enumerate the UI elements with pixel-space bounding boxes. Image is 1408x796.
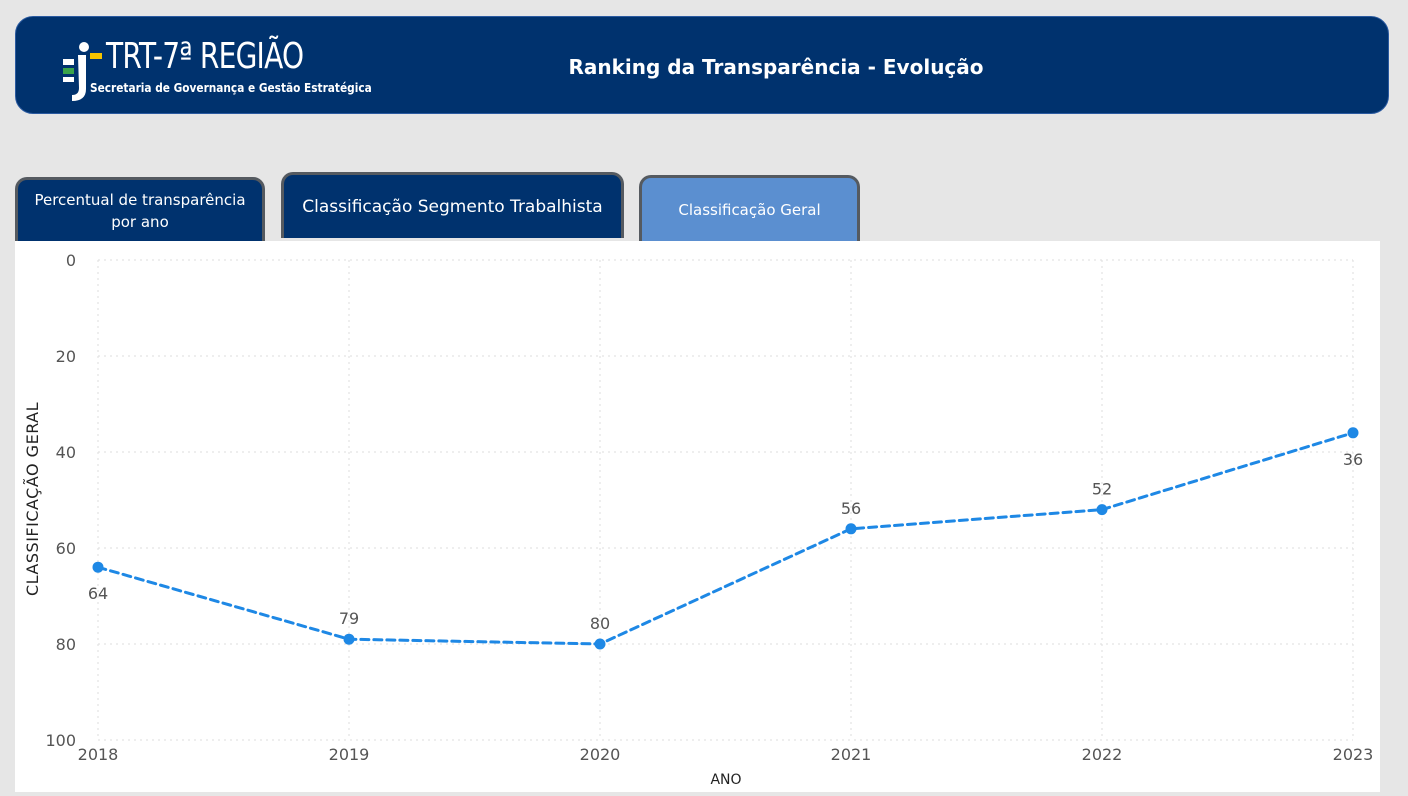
data-labels: 64 79 80 56 52 36 [88, 450, 1363, 633]
y-tick-label: 80 [56, 635, 76, 654]
y-tick-label: 40 [56, 443, 76, 462]
series-line [96, 431, 1355, 646]
y-tick-label: 100 [45, 731, 76, 750]
chart-panel: 0 20 40 60 80 100 2018 2019 2020 2021 2022 2023 64… [15, 241, 1380, 792]
x-tick-label: 2019 [329, 745, 370, 764]
y-axis-label: CLASSIFICAÇÃO GERAL [23, 402, 42, 596]
grid [97, 259, 1354, 741]
logo-subtitle: Secretaria de Governança e Gestão Estrat… [90, 81, 372, 95]
logo-title: TRT-7ª REGIÃO [106, 36, 304, 77]
tab-label: Percentual de transparência por ano [34, 190, 246, 231]
x-tick-label: 2020 [580, 745, 621, 764]
tab-percentual-transparencia[interactable]: Percentual de transparência por ano [15, 177, 265, 241]
tab-label: Classificação Segmento Trabalhista [302, 196, 603, 217]
series-points [92, 427, 1359, 650]
tab-classificacao-segmento[interactable]: Classificação Segmento Trabalhista [281, 172, 624, 238]
data-point[interactable] [1347, 427, 1359, 439]
data-label: 52 [1092, 480, 1112, 499]
data-label: 80 [590, 614, 610, 633]
tab-label: Classificação Geral [678, 200, 821, 219]
x-tick-label: 2018 [78, 745, 119, 764]
x-tick-label: 2022 [1082, 745, 1123, 764]
y-tick-label: 60 [56, 539, 76, 558]
data-point[interactable] [1096, 504, 1108, 516]
data-label: 79 [339, 609, 359, 628]
data-label: 64 [88, 584, 108, 603]
data-point[interactable] [92, 561, 104, 573]
line-chart: 0 20 40 60 80 100 2018 2019 2020 2021 2022 2023 64… [23, 251, 1374, 788]
trt-person-logo-icon [63, 42, 102, 101]
report-header: TRT-7ª REGIÃO Secretaria de Governança e… [15, 16, 1389, 114]
page-title: Ranking da Transparência - Evolução [568, 55, 984, 79]
data-label: 36 [1343, 450, 1363, 469]
data-label: 56 [841, 499, 861, 518]
y-axis-ticks: 0 20 40 60 80 100 [45, 251, 76, 750]
x-axis-ticks: 2018 2019 2020 2021 2022 2023 [78, 745, 1374, 764]
tab-classificacao-geral[interactable]: Classificação Geral [639, 175, 860, 241]
data-point[interactable] [594, 638, 606, 650]
x-tick-label: 2021 [831, 745, 872, 764]
x-axis-label: ANO [710, 772, 741, 788]
data-point[interactable] [343, 633, 355, 645]
x-tick-label: 2023 [1333, 745, 1374, 764]
y-tick-label: 20 [56, 347, 76, 366]
data-point[interactable] [845, 523, 857, 535]
y-tick-label: 0 [66, 251, 76, 270]
trt-logo: TRT-7ª REGIÃO Secretaria de Governança e… [60, 36, 380, 103]
